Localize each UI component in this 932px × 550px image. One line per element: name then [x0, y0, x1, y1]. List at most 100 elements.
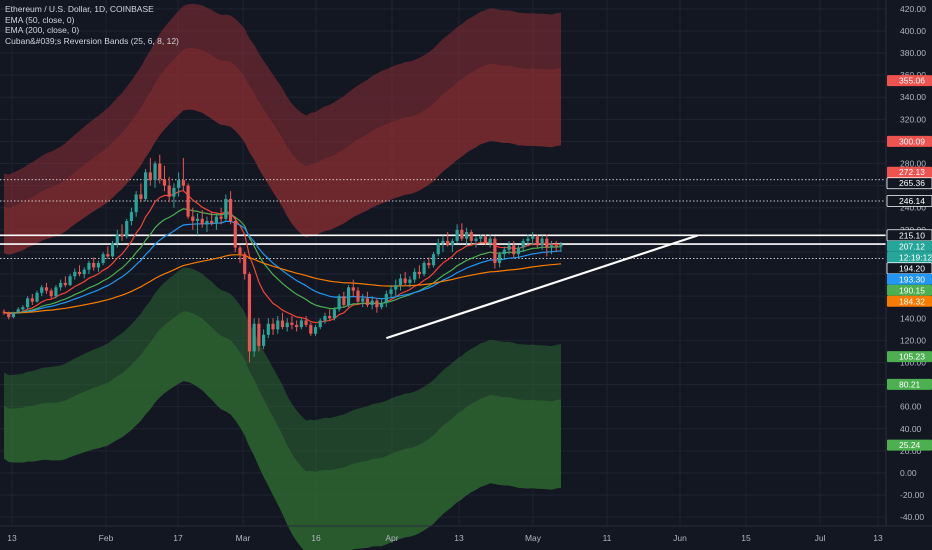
candle-body	[134, 194, 138, 213]
candle-body	[313, 327, 318, 334]
x-tick-label: Jun	[673, 533, 687, 543]
candle-body	[450, 240, 454, 246]
candle-body	[73, 271, 77, 277]
time-axis[interactable]: 13 Feb 17 Mar 16 Apr 13 May 11 Jun 15 Jul 13	[0, 525, 932, 543]
candle-body	[328, 316, 332, 319]
candle-body	[238, 247, 242, 255]
x-tick-label: Apr	[385, 533, 398, 543]
candle-body	[35, 292, 39, 302]
candle-body	[276, 320, 280, 330]
x-tick-label: May	[525, 533, 542, 543]
candle-body	[535, 236, 539, 246]
candle-body	[337, 296, 341, 310]
candle-body	[304, 320, 308, 325]
candle-body	[370, 300, 374, 305]
candle-body	[59, 282, 63, 288]
ema-blue-line	[3, 220, 562, 314]
y-tick-label: -20.00	[900, 490, 924, 500]
candle-body	[125, 221, 129, 237]
candle-body	[139, 194, 143, 199]
price-badge-label: 246.14	[899, 196, 925, 206]
candle-body	[332, 309, 336, 319]
candle-body	[214, 216, 218, 224]
candle-body	[40, 287, 44, 293]
rising-trendline	[385, 234, 699, 340]
candle-body	[271, 323, 275, 330]
upper-band-inner	[4, 47, 561, 255]
candle-body	[295, 324, 299, 328]
price-badge	[887, 439, 932, 451]
candle-body	[502, 249, 506, 255]
candle-body	[87, 263, 91, 270]
y-tick-label: 140.00	[900, 313, 926, 323]
price-badge-label: 193.30	[899, 274, 925, 284]
x-tick-label: 11	[603, 533, 612, 543]
candle-body	[77, 271, 82, 275]
price-badge-label: 300.09	[899, 136, 925, 146]
ema-lines	[3, 189, 562, 324]
y-tick-label: 340.00	[900, 92, 926, 102]
candle-body	[186, 185, 190, 217]
candle-body	[233, 221, 237, 248]
candle-body	[318, 320, 322, 328]
price-badge	[887, 251, 932, 263]
candle-body	[153, 163, 157, 181]
price-badge	[886, 195, 932, 207]
legend-symbol[interactable]: Ethereum / U.S. Dollar, 1D, COINBASE	[5, 4, 154, 14]
candle-body	[498, 254, 502, 263]
chart-legend: Ethereum / U.S. Dollar, 1D, COINBASE EMA…	[5, 4, 179, 46]
candle-body	[252, 323, 256, 352]
candle-body	[521, 240, 525, 248]
x-tick-label: 13	[873, 533, 883, 543]
candle-body	[82, 269, 86, 275]
y-tick-label: 0.00	[900, 468, 917, 478]
price-badge	[887, 378, 932, 390]
candle-body	[2, 311, 6, 313]
candle-body	[460, 229, 464, 239]
reversion-bands	[4, 3, 561, 550]
candle-body	[115, 234, 119, 244]
candle-body	[54, 287, 58, 297]
candle-body	[16, 309, 20, 313]
candle-body	[200, 218, 204, 225]
candle-body	[195, 218, 200, 222]
candle-body	[464, 232, 469, 239]
price-badge	[887, 273, 932, 285]
lower-band-inner	[4, 311, 561, 550]
y-tick-label: 420.00	[900, 4, 926, 14]
legend-ema50[interactable]: EMA (50, close, 0)	[5, 14, 75, 25]
legend-ema200[interactable]: EMA (200, close, 0)	[5, 25, 80, 36]
legend-bands[interactable]: Cuban&#039;s Reversion Bands (25, 6, 8, …	[5, 35, 179, 46]
candle-body	[394, 285, 398, 290]
candle-body	[488, 238, 492, 244]
candle-body	[280, 320, 285, 328]
y-tick-label: 320.00	[900, 114, 926, 124]
x-tick-label: 17	[173, 533, 183, 543]
y-tick-label: 380.00	[900, 48, 926, 58]
price-badge-label: 272.13	[899, 167, 925, 177]
upper-band-outer	[4, 3, 561, 255]
candle-body	[526, 238, 530, 241]
candle-body	[549, 245, 554, 248]
candle-body	[398, 278, 403, 286]
candle-body	[148, 172, 152, 181]
price-badge-label: 80.21	[899, 379, 921, 389]
price-badge-label: 105.23	[899, 352, 925, 362]
x-tick-label: Mar	[236, 533, 251, 543]
y-tick-label: 280.00	[900, 159, 926, 169]
candle-body	[158, 163, 162, 180]
ema200-line	[3, 254, 562, 314]
price-badge-label: 184.32	[899, 296, 925, 306]
trendline[interactable]	[385, 234, 699, 340]
y-tick-label: 400.00	[900, 26, 926, 36]
candle-body	[96, 263, 100, 268]
ema50-line	[3, 208, 562, 314]
candle-body	[290, 322, 294, 325]
candle-body	[257, 323, 261, 346]
candle-body	[351, 287, 355, 291]
price-badge	[887, 351, 932, 363]
x-tick-label: 15	[741, 533, 751, 543]
x-tick-label: 13	[7, 533, 17, 543]
price-badge	[887, 166, 932, 178]
